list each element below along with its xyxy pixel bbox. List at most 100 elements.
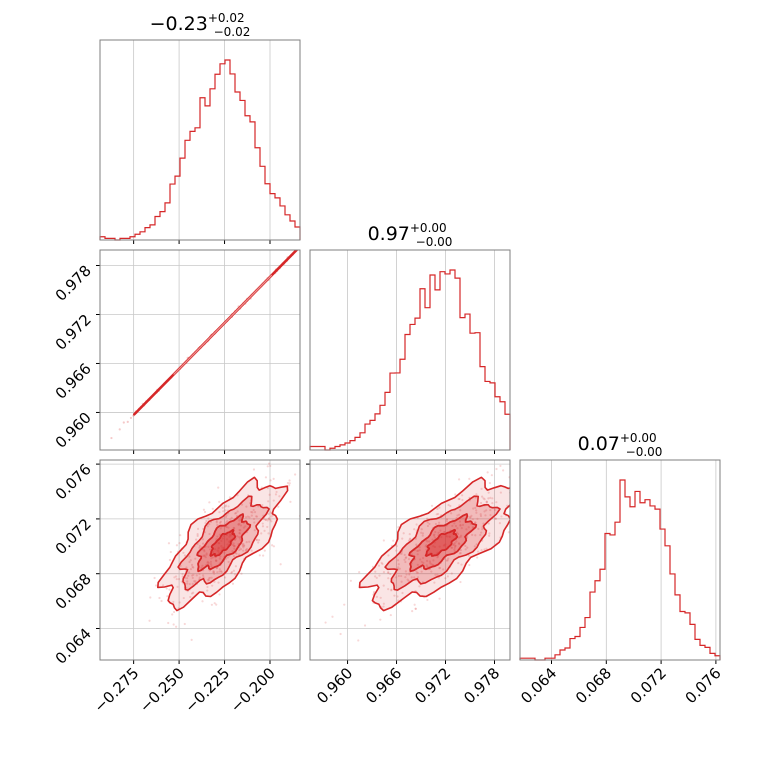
x-tick-label: −0.225 (181, 664, 233, 716)
contour-level-2 (196, 513, 252, 573)
sample-point (218, 568, 221, 571)
sample-point (420, 531, 423, 534)
sample-point (382, 605, 385, 608)
sample-point (233, 544, 236, 548)
sample-point (228, 496, 232, 499)
sample-point (467, 526, 470, 529)
sample-point (446, 575, 449, 578)
sample-point (485, 501, 488, 504)
sample-point (447, 557, 450, 560)
contour-level-1 (177, 495, 270, 591)
sample-point (438, 567, 441, 570)
sample-point (452, 543, 455, 546)
sample-point (407, 579, 410, 582)
x-tick-label: 0.972 (411, 664, 454, 707)
sample-point (395, 549, 398, 552)
sample-point (430, 570, 433, 573)
sample-point (245, 505, 248, 508)
sample-point (232, 544, 236, 547)
sample-point (321, 223, 323, 225)
sample-point (269, 464, 272, 468)
sample-point (448, 535, 451, 538)
sample-point (507, 531, 510, 534)
y-tick-label: 0.068 (52, 570, 95, 613)
sample-point (474, 534, 477, 537)
sample-point (433, 545, 437, 549)
sample-point (477, 527, 480, 530)
sample-point (223, 547, 226, 550)
sample-point (437, 512, 440, 516)
sample-point (430, 563, 433, 566)
sample-point (192, 591, 195, 594)
sample-point (208, 532, 211, 536)
sample-point (237, 523, 240, 526)
sample-point (242, 549, 245, 552)
sample-point (432, 559, 435, 562)
sample-point (395, 576, 398, 579)
histogram-param-1 (309, 269, 511, 451)
sample-point (220, 571, 223, 574)
sample-point (440, 535, 443, 539)
sample-point (191, 576, 194, 580)
sample-point (198, 546, 201, 549)
histogram-param-2 (519, 479, 721, 661)
sample-point (232, 569, 235, 572)
sample-point (475, 511, 478, 514)
sample-point (502, 469, 505, 472)
sample-point (238, 519, 241, 522)
sample-point (445, 518, 448, 521)
sample-point (524, 484, 526, 486)
sample-point (443, 530, 446, 534)
sample-point (217, 547, 220, 550)
sample-point (232, 527, 235, 530)
sample-point (213, 580, 216, 583)
sample-point (459, 548, 462, 552)
sample-point (458, 497, 461, 501)
sample-point (216, 535, 219, 538)
sample-point (239, 548, 243, 551)
sample-point (218, 500, 221, 503)
sample-point (299, 246, 301, 248)
sample-point (148, 619, 151, 622)
sample-point (454, 524, 458, 528)
sample-point (183, 622, 186, 626)
sample-point (260, 532, 263, 535)
sample-point (464, 548, 467, 551)
sample-point (433, 581, 436, 584)
sample-point (210, 603, 214, 606)
sample-point (382, 584, 385, 587)
sample-point (190, 592, 194, 595)
hist-panel-1-frame (309, 249, 511, 451)
sample-point (186, 582, 189, 585)
sample-point (267, 512, 270, 515)
sample-point (421, 532, 425, 535)
sample-point (211, 556, 215, 559)
sample-point (218, 511, 221, 514)
sample-point (438, 506, 441, 509)
sample-point (418, 549, 421, 552)
sample-point (289, 500, 292, 503)
sample-point (227, 526, 230, 529)
sample-point (466, 546, 469, 549)
sample-point (213, 602, 216, 605)
sample-point (218, 533, 221, 536)
sample-point (235, 552, 238, 555)
sample-point (203, 554, 206, 557)
sample-point (415, 571, 419, 575)
sample-point (485, 547, 488, 550)
sample-point (206, 561, 209, 564)
sample-point (210, 557, 213, 560)
scatter-panel-0-1-frame (99, 249, 301, 451)
sample-point (471, 533, 474, 536)
sample-point (244, 516, 248, 519)
x-tick-label: 0.966 (362, 664, 405, 707)
sample-point (244, 548, 248, 551)
sample-point (88, 460, 90, 462)
sample-point (201, 600, 204, 603)
sample-point (465, 528, 468, 531)
sample-point (198, 544, 201, 548)
sample-point (261, 525, 265, 528)
sample-point (406, 578, 409, 581)
sample-point (238, 528, 241, 532)
